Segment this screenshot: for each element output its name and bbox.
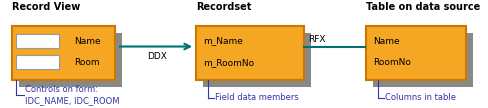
Bar <box>16 55 59 69</box>
Text: Record View: Record View <box>12 2 80 12</box>
Text: Field data members: Field data members <box>215 94 298 102</box>
Text: Controls on form:
IDC_NAME, IDC_ROOM: Controls on form: IDC_NAME, IDC_ROOM <box>25 85 119 105</box>
Text: Recordset: Recordset <box>196 2 251 12</box>
Bar <box>16 34 59 48</box>
Text: RFX: RFX <box>307 35 325 44</box>
Text: DDX: DDX <box>147 52 167 61</box>
Text: Table on data source: Table on data source <box>365 2 479 12</box>
Text: Name: Name <box>372 37 399 46</box>
Bar <box>196 26 304 80</box>
Text: RoomNo: RoomNo <box>372 58 410 67</box>
Text: m_RoomNo: m_RoomNo <box>203 58 254 67</box>
Text: m_Name: m_Name <box>203 37 243 46</box>
Polygon shape <box>372 33 472 87</box>
Text: Room: Room <box>74 58 99 67</box>
Bar <box>365 26 465 80</box>
Polygon shape <box>203 33 310 87</box>
Text: Name: Name <box>74 37 100 46</box>
Polygon shape <box>19 33 122 87</box>
Text: Columns in table: Columns in table <box>384 94 455 102</box>
Bar <box>12 26 115 80</box>
